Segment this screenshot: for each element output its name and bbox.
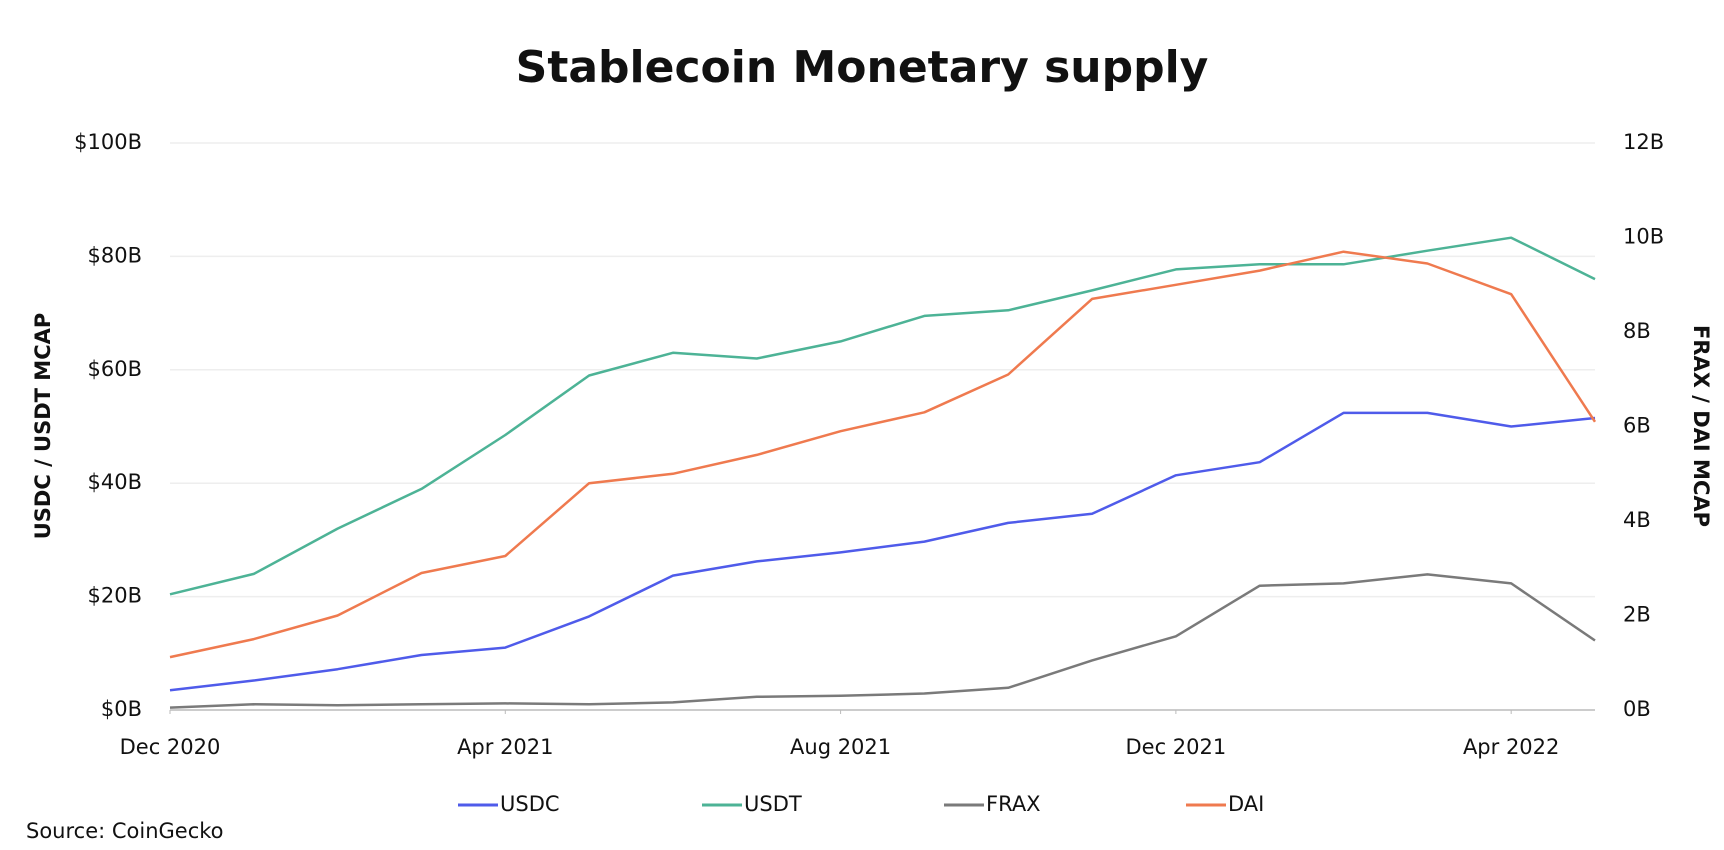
y-tick-label: $60B	[88, 357, 143, 381]
y2-tick-label: 6B	[1623, 414, 1651, 438]
y2-tick-label: 10B	[1623, 225, 1664, 249]
y-tick-label: $40B	[88, 470, 143, 494]
source-note: Source: CoinGecko	[26, 819, 224, 843]
series-line	[169, 236, 1596, 596]
x-tick-label: Dec 2020	[120, 735, 221, 759]
y2-tick-label: 0B	[1623, 697, 1651, 721]
legend-label: USDT	[744, 792, 802, 816]
y-tick-label: $0B	[101, 697, 142, 721]
y-tick-label: $100B	[74, 130, 142, 154]
legend-label: USDC	[500, 792, 560, 816]
y2-tick-label: 2B	[1623, 603, 1651, 627]
y2-axis-label: FRAX / DAI MCAP	[1689, 325, 1713, 527]
legend-label: DAI	[1228, 792, 1264, 816]
y-axis-label: USDC / USDT MCAP	[31, 313, 55, 540]
x-tick-label: Apr 2021	[457, 735, 553, 759]
legend-label: FRAX	[986, 792, 1041, 816]
x-tick-label: Apr 2022	[1463, 735, 1559, 759]
x-tick-label: Aug 2021	[790, 735, 891, 759]
y2-tick-label: 8B	[1623, 319, 1651, 343]
chart-title: Stablecoin Monetary supply	[516, 42, 1209, 93]
series-line	[169, 411, 1596, 692]
y-tick-label: $20B	[88, 584, 143, 608]
x-tick-label: Dec 2021	[1125, 735, 1226, 759]
y2-tick-label: 12B	[1623, 130, 1664, 154]
series-line	[169, 573, 1596, 709]
series-line	[169, 250, 1597, 659]
y-tick-label: $80B	[88, 243, 143, 267]
y2-tick-label: 4B	[1623, 508, 1651, 532]
